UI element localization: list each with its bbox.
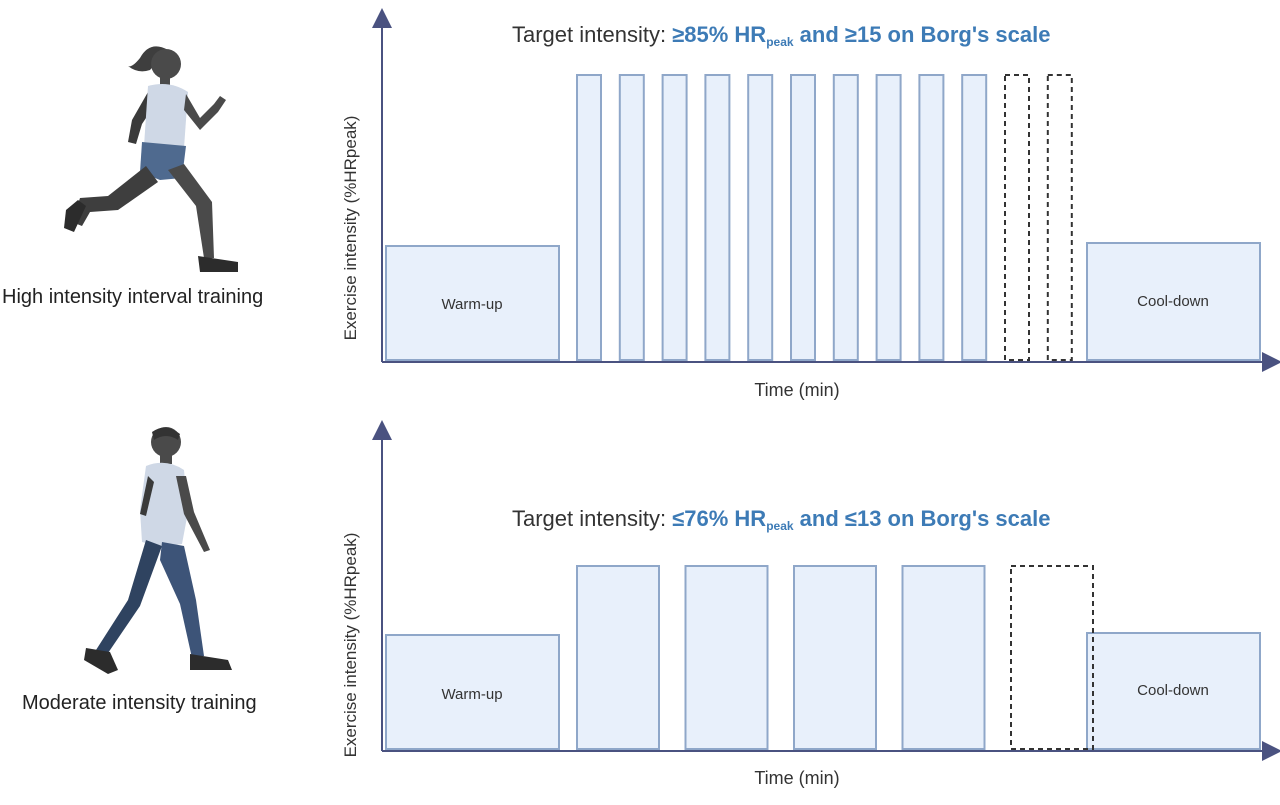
hiit-cooldown-label: Cool-down <box>1137 293 1209 310</box>
hiit-warmup-label: Warm-up <box>441 296 502 313</box>
mict-y-axis-label: Exercise intensity (%HRpeak) <box>341 533 360 758</box>
hiit-y-axis-label: Exercise intensity (%HRpeak) <box>341 116 360 341</box>
hiit-interval-block <box>704 74 731 361</box>
hiit-label: High intensity interval training <box>2 286 264 308</box>
hiit-intervals <box>576 74 1073 361</box>
hiit-interval-block <box>875 74 902 361</box>
hiit-interval-block <box>747 74 774 361</box>
hiit-interval-block <box>961 74 988 361</box>
hiit-cooldown-block <box>1086 242 1261 361</box>
mict-cooldown-label: Cool-down <box>1137 682 1209 699</box>
walking-man-icon <box>84 427 232 674</box>
mict-optional-interval-block <box>1010 565 1094 750</box>
mict-warmup-label: Warm-up <box>441 686 502 703</box>
hiit-panel: High intensity interval training Exercis… <box>0 0 1280 400</box>
mict-interval-block <box>684 565 769 750</box>
mict-intervals <box>576 565 1094 750</box>
mict-interval-block <box>901 565 986 750</box>
hiit-interval-block <box>661 74 688 361</box>
hiit-interval-block <box>576 74 602 361</box>
hiit-interval-block <box>790 74 816 361</box>
hiit-optional-interval-block <box>1046 74 1073 361</box>
mict-warmup-block <box>385 634 560 750</box>
hiit-optional-interval-block <box>1004 74 1030 361</box>
hiit-warmup-block <box>385 245 560 361</box>
mict-label: Moderate intensity training <box>22 692 257 714</box>
mict-interval-block <box>793 565 877 750</box>
mict-panel: Moderate intensity training Exercise int… <box>0 420 1280 805</box>
hiit-chart: Exercise intensity (%HRpeak) Time (min) … <box>341 8 1280 400</box>
hiit-interval-block <box>918 74 945 361</box>
mict-cooldown-block <box>1086 632 1261 750</box>
mict-chart: Exercise intensity (%HRpeak) Time (min) … <box>341 420 1280 788</box>
running-woman-icon <box>64 46 238 272</box>
hiit-interval-block <box>618 74 645 361</box>
mict-x-axis-label: Time (min) <box>754 768 839 788</box>
mict-target-text: Target intensity: ≤76% HRpeak and ≤13 on… <box>512 506 1051 533</box>
hiit-target-text: Target intensity: ≥85% HRpeak and ≥15 on… <box>512 22 1051 49</box>
mict-interval-block <box>576 565 660 750</box>
hiit-x-axis-label: Time (min) <box>754 380 839 400</box>
hiit-interval-block <box>832 74 859 361</box>
